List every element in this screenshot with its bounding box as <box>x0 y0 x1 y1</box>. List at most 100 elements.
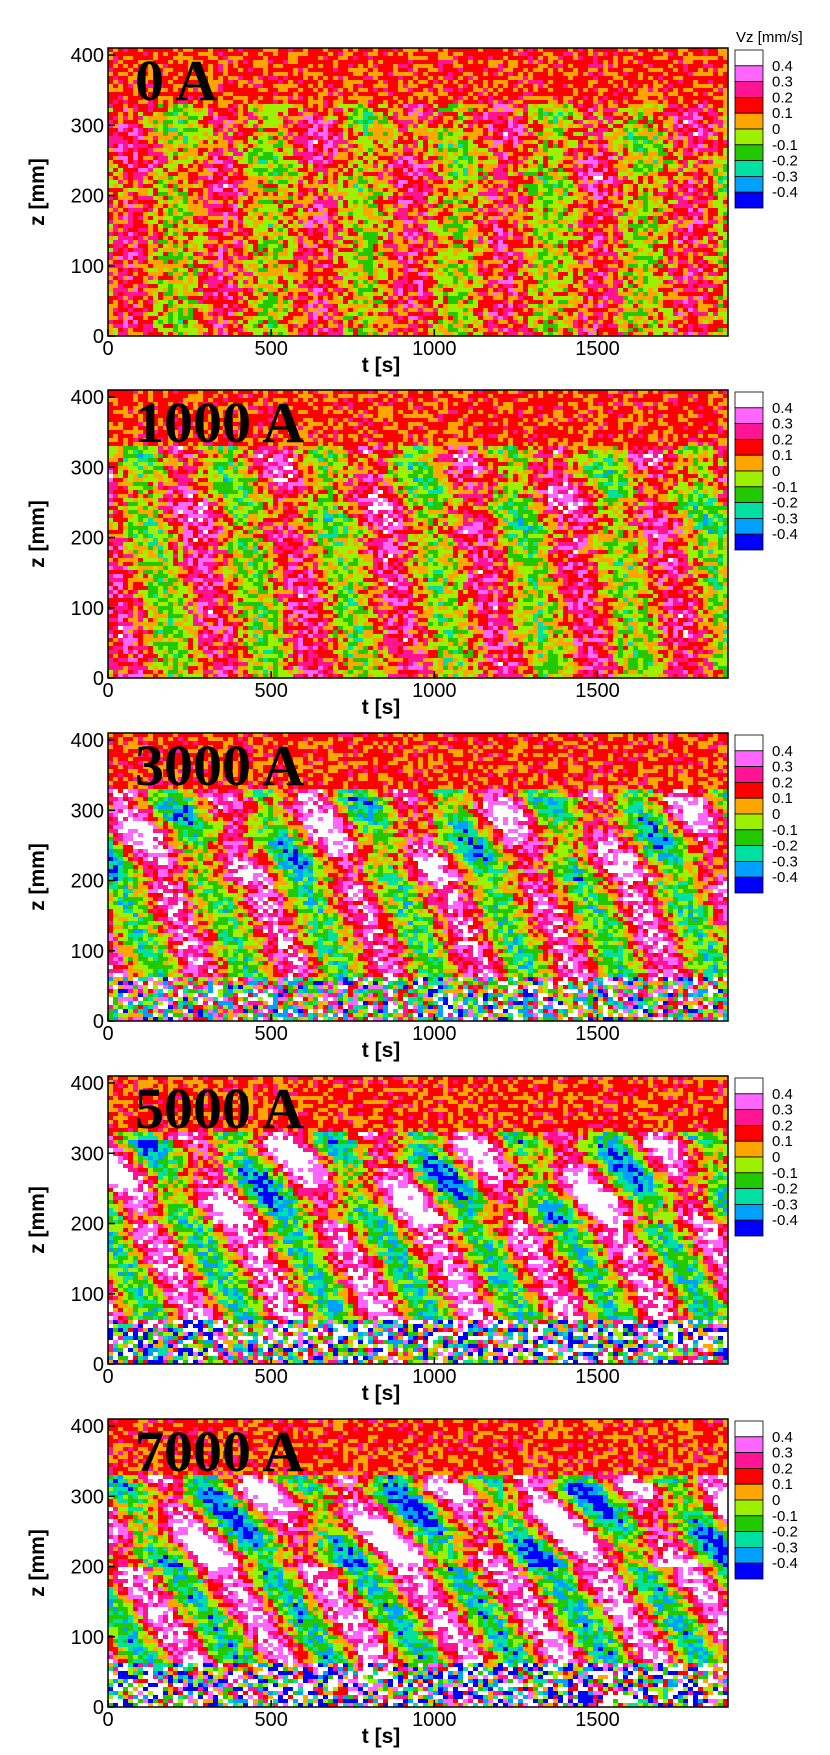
heatmap-cell <box>113 196 119 201</box>
heatmap-cell <box>508 180 514 185</box>
heatmap-cell <box>558 108 564 113</box>
heatmap-cell <box>308 176 314 181</box>
heatmap-cell <box>223 72 229 77</box>
heatmap-cell <box>608 156 614 161</box>
heatmap-cell <box>248 124 254 129</box>
heatmap-cell <box>113 116 119 121</box>
heatmap-cell <box>253 60 259 65</box>
heatmap-cell <box>578 148 584 153</box>
heatmap-cell <box>318 200 324 205</box>
heatmap-cell <box>678 92 684 97</box>
heatmap-cell <box>613 72 619 77</box>
heatmap-cell <box>228 140 234 145</box>
heatmap-cell <box>398 180 404 185</box>
heatmap-cell <box>158 124 164 129</box>
heatmap-cell <box>493 168 499 173</box>
heatmap-cell <box>563 132 569 137</box>
heatmap-cell <box>693 56 699 61</box>
heatmap-cell <box>173 112 179 117</box>
heatmap-cell <box>663 192 669 197</box>
heatmap-cell <box>583 196 589 201</box>
heatmap-cell <box>108 124 114 129</box>
heatmap-cell <box>608 60 614 65</box>
heatmap-cell <box>423 124 429 129</box>
heatmap-cell <box>163 108 169 113</box>
heatmap-cell <box>613 48 619 53</box>
heatmap-cell <box>113 68 119 73</box>
heatmap-cell <box>373 172 379 177</box>
heatmap-cell <box>398 88 404 93</box>
heatmap-cell <box>148 180 154 185</box>
heatmap-cell <box>498 204 504 209</box>
heatmap-cell <box>218 168 224 173</box>
heatmap-cell <box>298 108 304 113</box>
heatmap-cell <box>463 100 469 105</box>
heatmap-cell <box>583 104 589 109</box>
heatmap-cell <box>573 116 579 121</box>
heatmap-cell <box>523 136 529 141</box>
heatmap-cell <box>723 176 728 181</box>
heatmap-cell <box>313 80 319 85</box>
heatmap-cell <box>208 208 214 213</box>
heatmap-cell <box>388 60 394 65</box>
heatmap-cell <box>698 188 704 193</box>
heatmap-cell <box>538 48 544 53</box>
heatmap-cell <box>723 164 728 169</box>
heatmap-cell <box>163 72 169 77</box>
heatmap-cell <box>373 200 379 205</box>
heatmap-cell <box>448 152 454 157</box>
heatmap-cell <box>688 124 694 129</box>
heatmap-cell <box>688 184 694 189</box>
heatmap-cell <box>333 88 339 93</box>
heatmap-cell <box>293 88 299 93</box>
heatmap-cell <box>433 104 439 109</box>
heatmap-cell <box>223 164 229 169</box>
heatmap-cell <box>603 184 609 189</box>
heatmap-cell <box>483 84 489 89</box>
heatmap-cell <box>328 68 334 73</box>
heatmap-cell <box>363 160 369 165</box>
heatmap-cell <box>613 184 619 189</box>
heatmap-cell <box>513 148 519 153</box>
heatmap-cell <box>153 208 159 213</box>
heatmap-cell <box>688 180 694 185</box>
heatmap-cell <box>638 144 644 149</box>
heatmap-cell <box>533 192 539 197</box>
heatmap-cell <box>478 176 484 181</box>
heatmap-cell <box>233 112 239 117</box>
heatmap-cell <box>713 120 719 125</box>
heatmap-cell <box>498 168 504 173</box>
heatmap-cell <box>198 144 204 149</box>
heatmap-cell <box>253 176 259 181</box>
heatmap-cell <box>228 100 234 105</box>
heatmap-cell <box>413 156 419 161</box>
heatmap-cell <box>183 188 189 193</box>
heatmap-cell <box>383 76 389 81</box>
heatmap-cell <box>428 128 434 133</box>
heatmap-cell <box>128 72 134 77</box>
heatmap-cell <box>698 196 704 201</box>
heatmap-cell <box>318 204 324 209</box>
heatmap-cell <box>173 68 179 73</box>
heatmap-cell <box>193 156 199 161</box>
heatmap-cell <box>458 188 464 193</box>
heatmap-cell <box>293 48 299 53</box>
heatmap-cell <box>243 124 249 129</box>
heatmap-cell <box>713 192 719 197</box>
heatmap-cell <box>508 124 514 129</box>
heatmap-cell <box>268 84 274 89</box>
heatmap-cell <box>648 144 654 149</box>
heatmap-cell <box>353 152 359 157</box>
heatmap-cell <box>563 148 569 153</box>
heatmap-cell <box>313 140 319 145</box>
heatmap-cell <box>373 60 379 65</box>
heatmap-cell <box>303 204 309 209</box>
heatmap-cell <box>178 148 184 153</box>
heatmap-cell <box>488 84 494 89</box>
heatmap-cell <box>493 88 499 93</box>
heatmap-cell <box>443 168 449 173</box>
heatmap-cell <box>303 56 309 61</box>
heatmap-cell <box>118 132 124 137</box>
heatmap-cell <box>403 100 409 105</box>
